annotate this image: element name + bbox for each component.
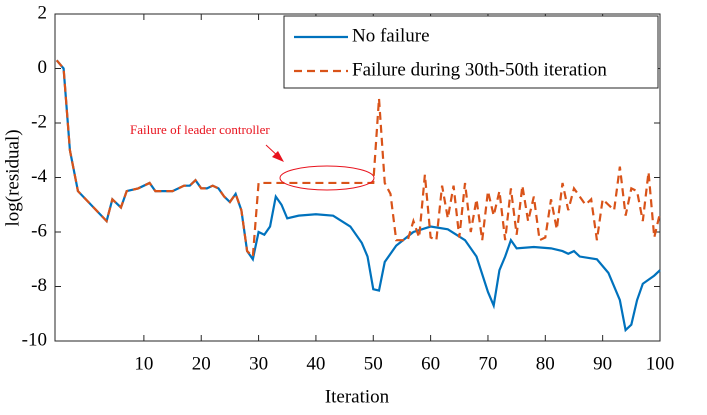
legend-label: No failure bbox=[352, 25, 430, 46]
legend-label: Failure during 30th-50th iteration bbox=[352, 59, 607, 80]
annotation-ellipse bbox=[279, 165, 375, 191]
y-tick-label: 0 bbox=[38, 57, 48, 78]
y-tick-label: -10 bbox=[22, 329, 47, 350]
x-tick-label: 50 bbox=[364, 353, 383, 374]
y-axis-label: log(residual) bbox=[2, 129, 23, 226]
x-tick-label: 60 bbox=[421, 353, 440, 374]
x-tick-label: 10 bbox=[134, 353, 153, 374]
x-tick-label: 70 bbox=[478, 353, 497, 374]
x-tick-label: 20 bbox=[192, 353, 211, 374]
y-tick-label: -2 bbox=[31, 111, 47, 132]
line-series bbox=[55, 59, 662, 259]
y-tick-label: 2 bbox=[38, 2, 48, 23]
legend-box bbox=[283, 15, 659, 89]
x-tick-label: 30 bbox=[249, 353, 268, 374]
y-tick-label: -4 bbox=[31, 166, 47, 187]
x-axis-label: Iteration bbox=[325, 386, 390, 407]
annotation-arrowhead bbox=[272, 151, 284, 162]
x-tick-label: 100 bbox=[646, 353, 675, 374]
annotation: Failure of leader controller bbox=[130, 122, 270, 137]
y-tick-label: -8 bbox=[31, 275, 47, 296]
x-tick-label: 80 bbox=[536, 353, 555, 374]
x-tick-label: 90 bbox=[593, 353, 612, 374]
y-tick-label: -6 bbox=[31, 220, 47, 241]
x-tick-label: 40 bbox=[306, 353, 325, 374]
